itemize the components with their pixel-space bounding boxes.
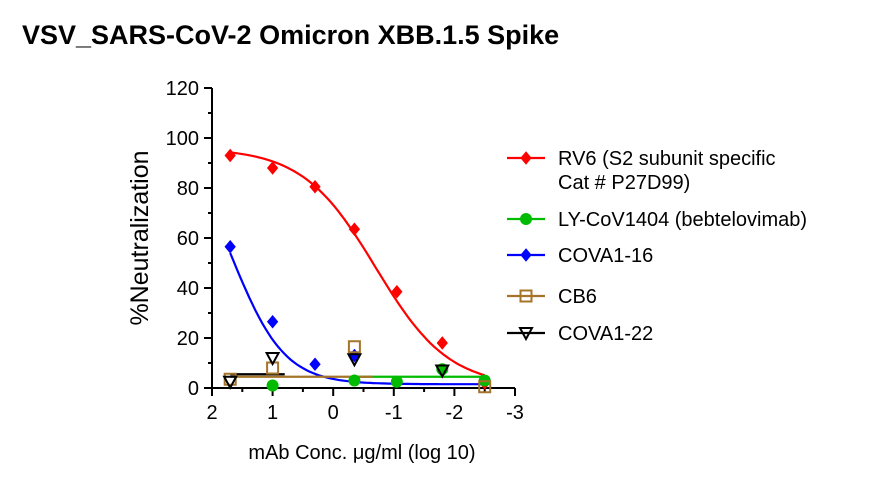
x-tick-label: 2 xyxy=(206,402,217,424)
data-point xyxy=(348,222,361,237)
data-point xyxy=(266,161,279,175)
legend-swatch-marker xyxy=(520,213,532,225)
legend-label: COVA1-16 xyxy=(558,245,653,267)
x-tick-label: 0 xyxy=(328,402,339,424)
fit-curves xyxy=(229,151,486,386)
x-tick-label: -1 xyxy=(385,402,403,424)
legend-item: CB6 xyxy=(507,286,597,308)
x-axis-label: mAb Conc. μg/ml (log 10) xyxy=(248,442,475,464)
legend-label: CB6 xyxy=(558,286,597,308)
data-point xyxy=(309,357,321,372)
x-tick-label: 1 xyxy=(267,402,278,424)
legend-swatch-marker xyxy=(519,289,533,303)
y-axis-label: %Neutralization xyxy=(126,150,154,325)
legend-item: COVA1-16 xyxy=(507,245,653,267)
data-points xyxy=(222,148,492,394)
data-point xyxy=(346,353,363,368)
chart-title: VSV_SARS-CoV-2 Omicron XBB.1.5 Spike xyxy=(22,20,560,50)
y-tick-label: 0 xyxy=(188,378,199,400)
data-point xyxy=(347,340,361,354)
y-tick-label: 80 xyxy=(177,178,199,200)
y-tick-label: 60 xyxy=(177,228,199,250)
data-point xyxy=(434,364,450,379)
data-point xyxy=(348,374,361,387)
y-tick-label: 40 xyxy=(177,278,199,300)
legend-label: COVA1-22 xyxy=(558,323,653,345)
data-point xyxy=(222,375,238,390)
data-point xyxy=(224,239,236,254)
legend-label: LY-CoV1404 (bebtelovimab) xyxy=(558,209,807,231)
data-point xyxy=(224,148,236,163)
legend-swatch-marker xyxy=(520,248,532,262)
x-tick-label: -3 xyxy=(506,402,524,424)
y-tick-label: 120 xyxy=(166,78,199,100)
data-point xyxy=(391,284,403,299)
data-point xyxy=(390,375,403,388)
data-point xyxy=(264,352,281,367)
y-tick-label: 100 xyxy=(166,128,199,150)
x-tick-label: -2 xyxy=(446,402,464,424)
data-point xyxy=(266,379,279,392)
y-tick-label: 20 xyxy=(177,328,199,350)
data-point xyxy=(266,314,279,329)
legend-swatch-marker xyxy=(520,151,532,165)
data-point xyxy=(436,336,448,350)
legend-item: COVA1-22 xyxy=(507,323,653,345)
axes: 0 20 40 60 80 100 120 2 1 0 -1 -2 -3 xyxy=(166,78,524,424)
data-point xyxy=(478,380,492,394)
legend-label: RV6 (S2 subunit specific xyxy=(558,148,776,170)
legend-swatch-marker xyxy=(518,327,534,342)
data-point xyxy=(309,179,321,194)
legend-label: Cat # P27D99) xyxy=(558,172,690,194)
legend-item: LY-CoV1404 (bebtelovimab) xyxy=(507,209,807,231)
